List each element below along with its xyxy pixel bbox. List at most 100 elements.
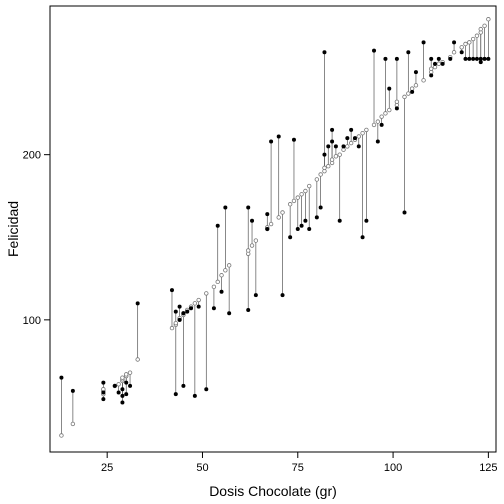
observed-point [375, 139, 380, 144]
fitted-point [383, 111, 388, 116]
observed-point [101, 380, 106, 385]
fitted-point [116, 382, 121, 387]
observed-point [421, 40, 426, 45]
observed-point [196, 304, 201, 309]
observed-point [204, 387, 209, 392]
fitted-point [364, 127, 369, 133]
observed-point [486, 56, 491, 61]
observed-point [322, 152, 327, 157]
observed-point [120, 400, 125, 405]
observed-point [116, 390, 121, 395]
fitted-point [451, 50, 457, 55]
observed-point [124, 380, 129, 385]
observed-point [265, 212, 270, 217]
fitted-point [253, 238, 259, 243]
fitted-point [101, 387, 106, 392]
fitted-point [249, 243, 255, 248]
observed-point [482, 56, 487, 61]
x-tick-label: 75 [292, 462, 304, 474]
fitted-point [402, 94, 407, 100]
fitted-point [268, 221, 274, 227]
observed-point [429, 73, 434, 78]
fitted-point [318, 172, 323, 177]
observed-point [402, 210, 407, 215]
x-tick-label: 50 [196, 462, 208, 474]
observed-point [219, 289, 224, 294]
observed-point [372, 48, 377, 53]
observed-point [356, 144, 361, 149]
observed-point [452, 40, 457, 45]
fitted-point [124, 372, 129, 377]
fitted-point [204, 291, 209, 296]
y-axis: 100 200 [23, 150, 50, 327]
observed-point [101, 397, 106, 402]
fitted-point [211, 284, 217, 290]
observed-point [192, 393, 197, 398]
fitted-point [291, 198, 297, 204]
observed-point [246, 307, 251, 312]
x-tick-label: 25 [101, 462, 113, 474]
observed-point [383, 56, 388, 61]
observed-point [360, 235, 365, 240]
fitted-point [436, 61, 442, 67]
observed-point [314, 215, 319, 220]
observed-point [177, 317, 182, 322]
fitted-point [307, 183, 312, 189]
observed-point [211, 306, 216, 311]
fitted-point [413, 83, 419, 88]
observed-point [459, 50, 464, 55]
x-tick-label: 100 [384, 462, 402, 474]
observed-point [299, 223, 304, 228]
observed-point [124, 392, 129, 397]
fitted-point [280, 210, 285, 215]
observed-point [467, 56, 472, 61]
fitted-point [421, 78, 426, 83]
observed-point [173, 392, 178, 397]
fitted-points [59, 17, 491, 438]
observed-point [265, 227, 270, 231]
observed-point [276, 134, 281, 139]
fitted-point [348, 140, 354, 146]
observed-point [135, 301, 140, 306]
observed-point [341, 144, 346, 149]
fitted-point [173, 320, 178, 326]
observed-point [318, 205, 323, 210]
observed-point [429, 56, 434, 61]
observed-point [349, 127, 354, 132]
fitted-point [337, 152, 342, 157]
observed-point [463, 56, 468, 61]
observed-point [387, 86, 392, 91]
fitted-point [322, 165, 327, 171]
fitted-point [295, 195, 300, 200]
x-tick-label: 125 [479, 462, 497, 474]
observed-point [326, 144, 331, 149]
observed-point [112, 383, 117, 388]
fitted-point [329, 157, 335, 162]
observed-point [478, 60, 483, 65]
fitted-point [432, 64, 438, 70]
fitted-point [387, 107, 392, 113]
fitted-point [486, 17, 491, 22]
fitted-point [478, 26, 483, 32]
fitted-point [299, 192, 304, 197]
observed-point [440, 61, 445, 66]
observed-point [128, 383, 133, 388]
fitted-point [196, 297, 201, 303]
fitted-point [360, 130, 365, 136]
x-axis: 25 50 75 100 125 [101, 452, 498, 474]
y-axis-title: Felicidad [5, 201, 21, 257]
observed-point [345, 136, 350, 141]
observed-point [253, 293, 258, 298]
x-axis-title: Dosis Chocolate (gr) [209, 483, 337, 499]
y-tick-label: 100 [23, 315, 41, 327]
observed-point [185, 309, 190, 314]
fitted-point [394, 99, 400, 105]
observed-point [269, 139, 274, 144]
fitted-point [470, 36, 476, 42]
fitted-point [226, 263, 232, 268]
plot-frame [49, 5, 497, 453]
fitted-point [70, 421, 76, 427]
observed-point [333, 144, 338, 149]
observed-point [70, 388, 75, 393]
fitted-point [326, 164, 331, 169]
